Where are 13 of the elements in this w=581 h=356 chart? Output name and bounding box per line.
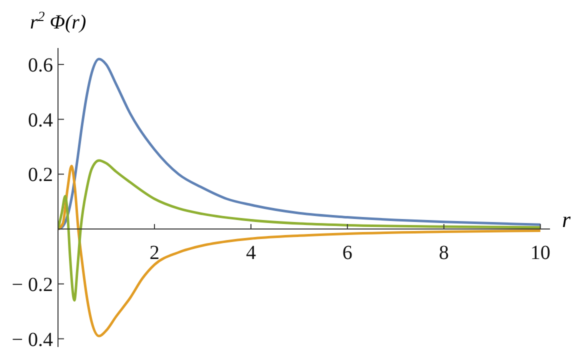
x-tick-label: 6 <box>342 242 352 264</box>
x-tick-label: 10 <box>530 242 550 264</box>
y-tick-label: 0.4 <box>28 109 53 132</box>
line-series <box>58 58 542 230</box>
y-axis-title: r$^{2}$ Φ(r) <box>30 10 86 34</box>
y-tick-label: − 0.4 <box>12 328 53 351</box>
y-tick-label: 0.2 <box>28 164 53 186</box>
x-axis-title: r <box>562 207 571 232</box>
x-tick-label: 4 <box>246 242 256 264</box>
y-tick-label: − 0.2 <box>12 274 53 296</box>
x-tick-label: 8 <box>438 242 449 264</box>
x-tick-label: 2 <box>149 242 160 264</box>
y-tick-label: 0.6 <box>28 54 53 76</box>
